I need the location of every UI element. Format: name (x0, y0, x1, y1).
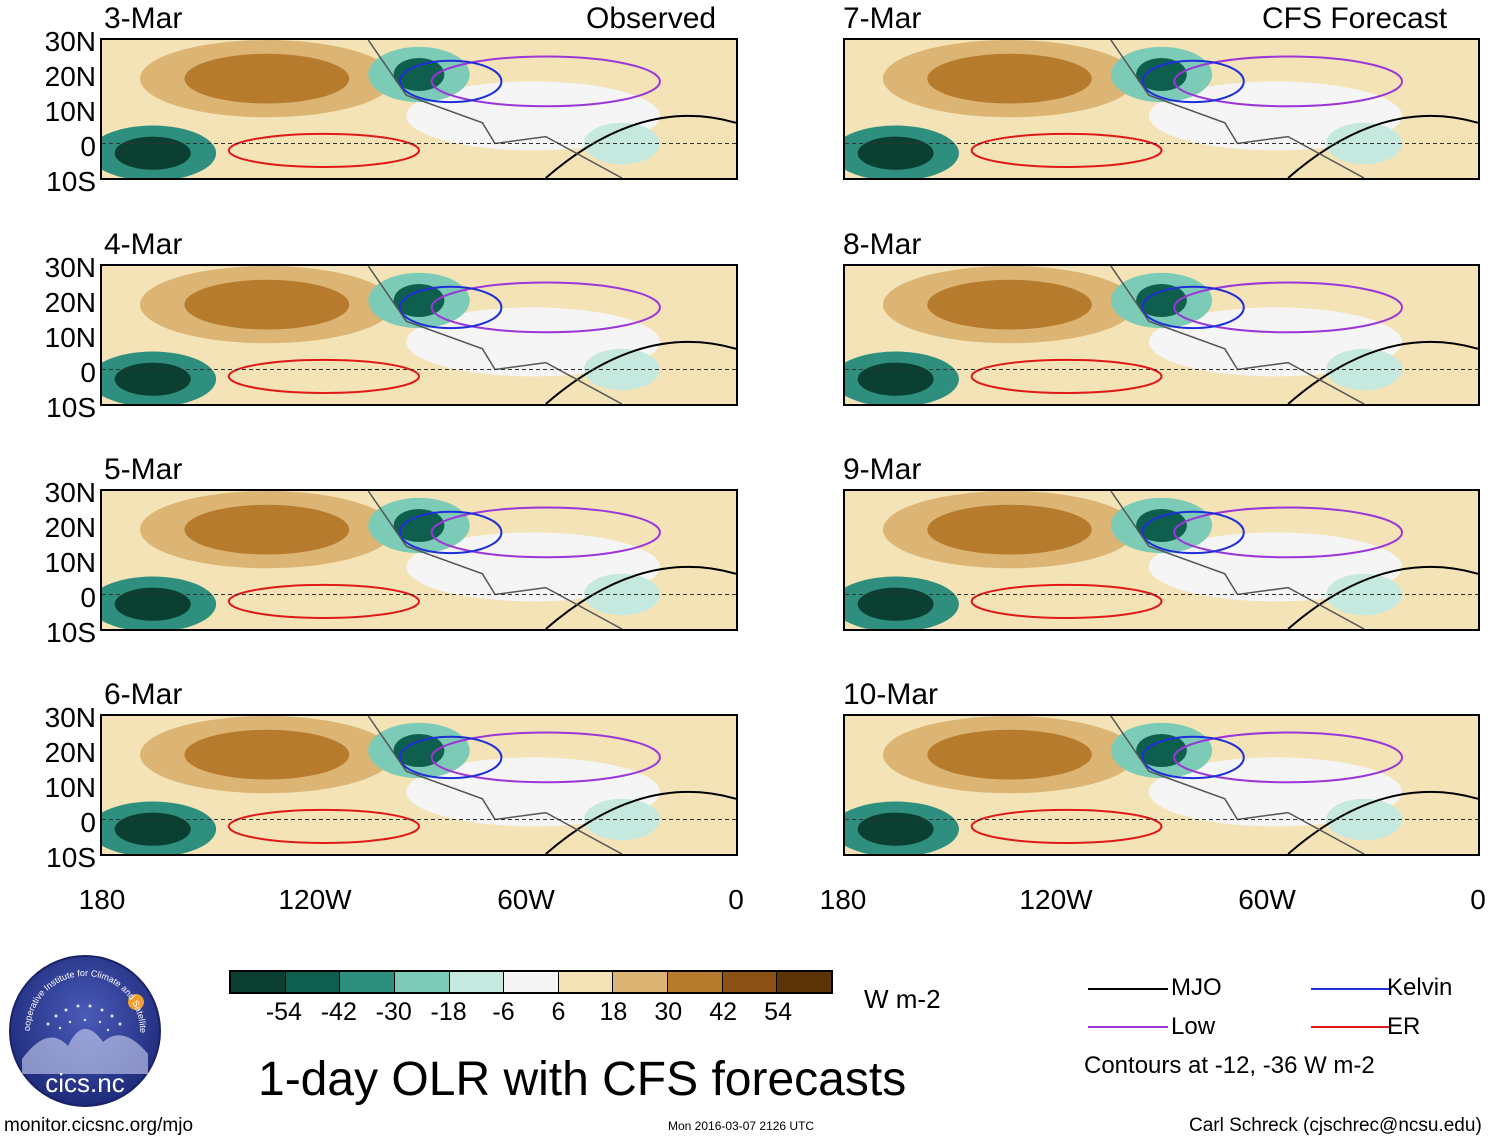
lat-label-10s-row1: 10S (46, 166, 96, 197)
map-panel-7-mar (843, 38, 1480, 180)
panel-date-6-mar: 6-Mar (104, 678, 183, 711)
lat-label-0-row4: 0 (80, 807, 96, 838)
map-panel-3-mar (100, 38, 738, 180)
panel-tag-observed: Observed (586, 2, 717, 35)
map-panel-8-mar (843, 264, 1480, 406)
map-panel-6-mar (100, 714, 738, 856)
colorbar-label: 30 (654, 998, 683, 1026)
colorbar-label: 6 (551, 998, 566, 1026)
lat-label-30n-row3: 30N (44, 477, 96, 508)
lat-label-30n-row1: 30N (44, 26, 96, 57)
lat-label-20n-row2: 20N (44, 287, 96, 318)
lat-label-30n-row2: 30N (44, 252, 96, 283)
legend-swatch-low (1088, 1026, 1168, 1028)
panel-date-8-mar: 8-Mar (843, 228, 922, 261)
lat-label-10s-row3: 10S (46, 617, 96, 648)
legend-label-low: Low (1171, 1013, 1216, 1040)
lon-label-180-left: 180 (78, 884, 126, 915)
colorbar-swatch (339, 972, 394, 992)
footer-credit: Carl Schreck (cjschrec@ncsu.edu) (1189, 1115, 1482, 1136)
legend-label-mjo: MJO (1171, 974, 1222, 1001)
lon-label-180-right: 180 (819, 884, 867, 915)
legend-label-er: ER (1387, 1013, 1421, 1040)
footer-url: monitor.cicsnc.org/mjo (4, 1115, 194, 1136)
cics-logo: cics.nc Cooperative Institute for Climat… (5, 946, 162, 1108)
panel-date-4-mar: 4-Mar (104, 228, 183, 261)
colorbar-label: -18 (430, 998, 467, 1026)
lat-label-10n-row1: 10N (44, 96, 96, 127)
colorbar-swatch (503, 972, 558, 992)
colorbar-label: 54 (764, 998, 792, 1026)
colorbar-swatch (721, 972, 777, 992)
panel-date-7-mar: 7-Mar (843, 2, 922, 35)
panel-date-10-mar: 10-Mar (843, 678, 939, 711)
legend-swatch-kelvin (1311, 988, 1391, 990)
colorbar-swatch (231, 972, 285, 992)
lat-label-30n-row4: 30N (44, 702, 96, 733)
colorbar-label: -54 (265, 998, 302, 1026)
figure-title: 1-day OLR with CFS forecasts (258, 1053, 907, 1106)
map-panel-4-mar (100, 264, 738, 406)
colorbar-label: -42 (320, 998, 357, 1026)
colorbar-swatch (776, 972, 832, 992)
lat-label-10s-row4: 10S (46, 842, 96, 873)
lat-label-20n-row1: 20N (44, 61, 96, 92)
lat-label-10n-row2: 10N (44, 322, 96, 353)
colorbar-swatch (557, 972, 613, 992)
colorbar-swatch (284, 972, 340, 992)
colorbar-swatch (612, 972, 668, 992)
legend-swatch-mjo (1088, 988, 1168, 990)
colorbar-label: 42 (709, 998, 738, 1026)
lon-label-60w-right: 60W (1238, 884, 1296, 915)
lat-label-20n-row4: 20N (44, 737, 96, 768)
colorbar-label: -30 (375, 998, 412, 1026)
lon-label-60w-left: 60W (497, 884, 555, 915)
colorbar-swatch (393, 972, 449, 992)
panel-date-9-mar: 9-Mar (843, 453, 922, 486)
map-panel-5-mar (100, 489, 738, 631)
lat-label-20n-row3: 20N (44, 512, 96, 543)
map-panel-9-mar (843, 489, 1480, 631)
lat-label-0-row2: 0 (80, 357, 96, 388)
legend-swatch-er (1311, 1026, 1391, 1028)
lon-label-0-right: 0 (1470, 884, 1486, 915)
colorbar-units: W m-2 (864, 984, 941, 1014)
panel-tag-cfs-forecast: CFS Forecast (1262, 2, 1448, 35)
panel-date-3-mar: 3-Mar (104, 2, 183, 35)
lon-label-120w-left: 120W (278, 884, 352, 915)
lat-label-10n-row3: 10N (44, 547, 96, 578)
logo-text: cics.nc (45, 1068, 124, 1098)
colorbar-label: 18 (599, 998, 628, 1026)
lat-label-0-row1: 0 (80, 131, 96, 162)
colorbar-swatch (448, 972, 504, 992)
colorbar-swatch (667, 972, 722, 992)
colorbar (229, 970, 833, 994)
lat-label-0-row3: 0 (80, 582, 96, 613)
legend-label-kelvin: Kelvin (1387, 974, 1453, 1001)
footer-timestamp: Mon 2016-03-07 2126 UTC (668, 1119, 815, 1133)
lat-label-10s-row2: 10S (46, 392, 96, 423)
panel-date-5-mar: 5-Mar (104, 453, 183, 486)
map-panel-10-mar (843, 714, 1480, 856)
lon-label-120w-right: 120W (1019, 884, 1093, 915)
legend-note: Contours at -12, -36 W m-2 (1084, 1052, 1375, 1079)
colorbar-label: -6 (492, 998, 515, 1026)
lat-label-10n-row4: 10N (44, 772, 96, 803)
lon-label-0-left: 0 (728, 884, 744, 915)
